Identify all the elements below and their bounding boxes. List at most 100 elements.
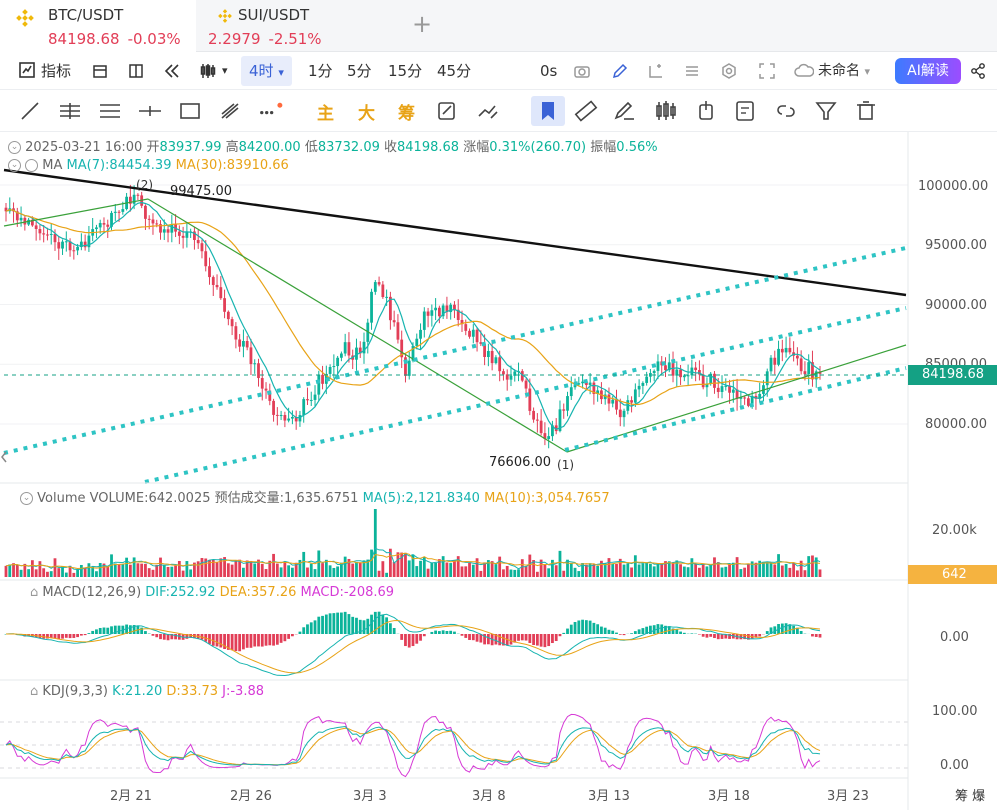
- chevron-down-icon[interactable]: ▾: [222, 64, 228, 77]
- candle-body: [83, 241, 87, 248]
- uptrend-line[interactable]: [566, 344, 907, 453]
- macd-histogram-bar: [287, 634, 291, 639]
- settings-icon[interactable]: [720, 62, 738, 80]
- channel-line-upper[interactable]: [3, 246, 907, 455]
- macd-histogram-bar: [419, 634, 422, 641]
- bell-icon[interactable]: ⌂: [30, 585, 39, 600]
- macd-histogram-bar: [215, 634, 219, 647]
- volume-ma10-line: [5, 552, 821, 570]
- interval-15m[interactable]: 15分: [388, 62, 423, 80]
- candle-body: [144, 205, 147, 219]
- candle-body: [370, 291, 373, 323]
- collapse-left-icon[interactable]: [1, 451, 7, 463]
- high-marker: (2): [136, 178, 154, 192]
- candle-body: [68, 241, 72, 251]
- volume-bar: [238, 559, 242, 577]
- more-tools-icon[interactable]: [256, 98, 284, 124]
- rectangle-tool-icon[interactable]: [176, 98, 204, 124]
- interval-5m[interactable]: 5分: [347, 62, 372, 80]
- collapse-icon[interactable]: ⌄: [8, 159, 21, 172]
- volume-bar: [351, 563, 355, 577]
- candle-body: [166, 229, 170, 233]
- downtrend-line[interactable]: [147, 198, 568, 453]
- volume-bar: [68, 565, 72, 577]
- volume-bar: [189, 569, 193, 577]
- brush-icon[interactable]: [610, 98, 638, 124]
- candle-body: [245, 340, 249, 348]
- candles-pattern-icon[interactable]: [652, 98, 680, 124]
- macd-histogram-bar: [61, 634, 64, 639]
- macd-histogram-bar: [219, 634, 223, 648]
- ai-analysis-button[interactable]: AI解读: [895, 58, 961, 84]
- filter-icon[interactable]: [812, 98, 840, 124]
- interval-1m[interactable]: 1分: [308, 62, 333, 80]
- position-icon[interactable]: [692, 98, 720, 124]
- camera-icon[interactable]: [573, 63, 591, 79]
- fibonacci-tool-icon[interactable]: [216, 98, 244, 124]
- link-icon[interactable]: [772, 98, 800, 124]
- add-chart-icon[interactable]: [647, 63, 665, 79]
- fullscreen-icon[interactable]: [758, 62, 776, 80]
- candle-body: [637, 385, 641, 390]
- macd-histogram-bar: [392, 628, 396, 634]
- candle-body: [98, 223, 102, 228]
- macd-histogram-bar: [453, 631, 456, 634]
- candle-body: [193, 231, 196, 240]
- trend-line-tool-icon[interactable]: [16, 98, 44, 124]
- tab-sui-usdt[interactable]: SUI/USDT 2.2979 -2.51%: [206, 0, 396, 52]
- x-axis-right-tools[interactable]: 筹 爆: [955, 789, 986, 804]
- candle-body: [728, 385, 731, 393]
- cloud-icon[interactable]: [794, 63, 814, 79]
- trash-icon[interactable]: [852, 98, 880, 124]
- macd-histogram-bar: [814, 634, 818, 637]
- collapse-icon[interactable]: ⌄: [20, 492, 33, 505]
- volume-bar: [713, 557, 716, 577]
- layout-name[interactable]: 未命名 ▾: [818, 52, 870, 90]
- bell-icon[interactable]: ⌂: [30, 684, 39, 699]
- collapse-icon[interactable]: ⌄: [8, 141, 21, 154]
- large-order-button[interactable]: 大: [358, 104, 375, 124]
- indicators-button[interactable]: 指标: [41, 62, 72, 80]
- layout-icon[interactable]: [128, 63, 144, 79]
- volume-bar: [407, 560, 411, 577]
- support-trendline[interactable]: [3, 198, 149, 227]
- horizontal-line-tool-icon[interactable]: [56, 98, 84, 124]
- magnet-icon[interactable]: [473, 98, 501, 124]
- candle-body: [573, 384, 577, 388]
- candle-body: [430, 310, 434, 316]
- visibility-icon[interactable]: [25, 159, 39, 172]
- interval-45m[interactable]: 45分: [437, 62, 472, 80]
- candle-body: [411, 345, 415, 361]
- edit-indicator-icon[interactable]: [433, 98, 461, 124]
- share-icon[interactable]: [969, 62, 987, 80]
- chip-distribution-button[interactable]: 筹: [398, 104, 415, 124]
- parallel-channel-tool-icon[interactable]: [96, 98, 124, 124]
- macd-histogram-bar: [132, 625, 136, 634]
- ruler-icon[interactable]: [572, 98, 600, 124]
- interval-4h[interactable]: 4时 ▾: [241, 56, 292, 86]
- channel-line-lower[interactable]: [564, 366, 907, 452]
- ray-tool-icon[interactable]: [136, 98, 164, 124]
- resistance-trendline[interactable]: [3, 168, 907, 297]
- pencil-icon[interactable]: [611, 63, 629, 79]
- channel-line-middle[interactable]: [144, 306, 907, 484]
- macd-histogram-bar: [532, 634, 535, 645]
- main-chart-button[interactable]: 主: [317, 104, 334, 124]
- calendar-icon[interactable]: [92, 63, 108, 79]
- replay-icon[interactable]: [163, 63, 181, 79]
- volume-bar: [535, 571, 539, 577]
- volume-bar: [543, 564, 547, 577]
- candlestick-type-icon[interactable]: [199, 62, 217, 80]
- indicator-icon[interactable]: [18, 61, 36, 79]
- candle-body: [679, 369, 682, 378]
- candle-body: [219, 287, 223, 299]
- list-icon[interactable]: [683, 63, 701, 79]
- volume-bar: [366, 559, 370, 577]
- tab-btc-usdt[interactable]: BTC/USDT 84198.68 -0.03%: [0, 0, 196, 52]
- bookmark-icon[interactable]: [531, 96, 565, 126]
- macd-histogram-bar: [581, 619, 584, 634]
- add-tab-icon[interactable]: +: [412, 10, 433, 38]
- second-interval[interactable]: 0s: [540, 62, 558, 80]
- note-icon[interactable]: [732, 98, 760, 124]
